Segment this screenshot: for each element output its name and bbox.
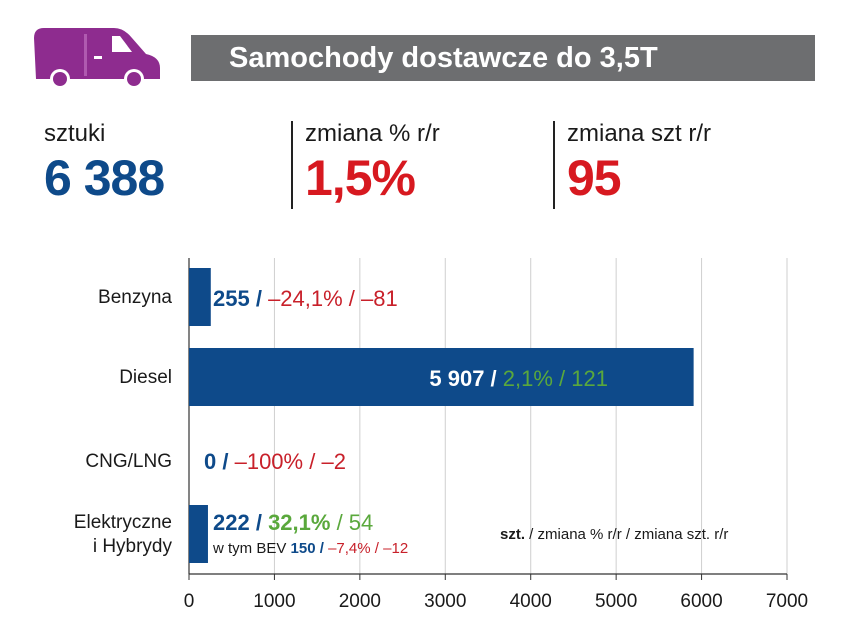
category-labels: Benzyna Diesel CNG/LNG Elektryczne i Hybrydy [74,287,173,557]
bev-annotation: w tym BEV 150 / –7,4% / –12 [212,540,408,557]
x-tick-label: 4000 [510,591,552,612]
x-tick-label: 5000 [595,591,637,612]
van-icon [34,28,160,89]
kpi-pct-change-label: zmiana % r/r [305,120,440,147]
category-label: Diesel [119,367,172,388]
kpi-units-change: zmiana szt r/r 95 [567,120,711,206]
kpi-units: sztuki 6 388 [44,120,165,206]
data-label: 5 907 / 2,1% / 121 [429,366,608,391]
category-label: CNG/LNG [85,451,172,472]
kpi-units-change-label: zmiana szt r/r [567,120,712,147]
data-label: 0 / –100% / –2 [204,449,346,474]
data-labels: 255 / –24,1% / –81 5 907 / 2,1% / 121 0 / … [204,286,608,535]
x-tick-label: 0 [184,591,195,612]
kpi-units-value: 6 388 [44,150,165,206]
kpi-divider [553,121,555,209]
kpi-pct-change-value: 1,5% [305,150,416,206]
category-label: Benzyna [98,287,172,308]
bar [189,505,208,563]
kpi-divider [291,121,293,209]
legend: szt. / zmiana % r/r / zmiana szt. r/r [500,526,728,543]
data-label: 255 / –24,1% / –81 [213,286,398,311]
x-axis: 0 1000 2000 3000 4000 5000 6000 7000 [184,258,808,612]
x-tick-label: 2000 [339,591,381,612]
bars [189,268,694,563]
category-label: i Hybrydy [93,536,173,557]
kpi-units-change-value: 95 [567,150,622,206]
x-tick-label: 3000 [424,591,466,612]
bar [189,268,211,326]
kpi-pct-change: zmiana % r/r 1,5% [305,120,440,206]
x-tick-label: 7000 [766,591,808,612]
grid-lines [273,258,788,574]
x-tick-label: 6000 [680,591,722,612]
data-label: 222 / 32,1% / 54 [213,510,373,535]
x-tick-label: 1000 [253,591,295,612]
category-label: Elektryczne [74,512,172,533]
kpi-units-label: sztuki [44,120,106,147]
page-title: Samochody dostawcze do 3,5T [191,35,815,81]
bar [189,348,694,406]
